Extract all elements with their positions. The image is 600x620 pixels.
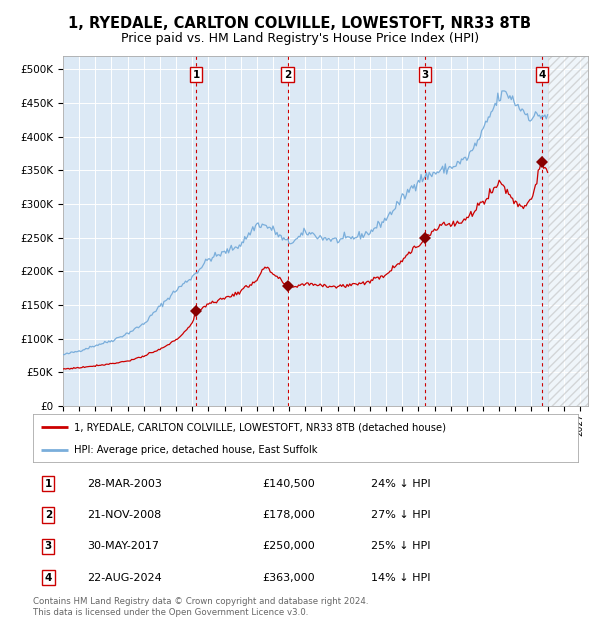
Text: Price paid vs. HM Land Registry's House Price Index (HPI): Price paid vs. HM Land Registry's House …	[121, 32, 479, 45]
Text: Contains HM Land Registry data © Crown copyright and database right 2024.
This d: Contains HM Land Registry data © Crown c…	[33, 598, 368, 617]
Text: 2: 2	[44, 510, 52, 520]
Text: 28-MAR-2003: 28-MAR-2003	[88, 479, 163, 489]
Text: 25% ↓ HPI: 25% ↓ HPI	[371, 541, 430, 551]
Text: 4: 4	[44, 573, 52, 583]
Text: 1, RYEDALE, CARLTON COLVILLE, LOWESTOFT, NR33 8TB: 1, RYEDALE, CARLTON COLVILLE, LOWESTOFT,…	[68, 16, 532, 30]
Text: £178,000: £178,000	[262, 510, 314, 520]
Text: 1: 1	[44, 479, 52, 489]
Text: 3: 3	[44, 541, 52, 551]
Text: HPI: Average price, detached house, East Suffolk: HPI: Average price, detached house, East…	[74, 445, 317, 455]
Text: 14% ↓ HPI: 14% ↓ HPI	[371, 573, 430, 583]
Text: £140,500: £140,500	[262, 479, 314, 489]
Text: 1, RYEDALE, CARLTON COLVILLE, LOWESTOFT, NR33 8TB (detached house): 1, RYEDALE, CARLTON COLVILLE, LOWESTOFT,…	[74, 422, 446, 432]
Text: £363,000: £363,000	[262, 573, 314, 583]
Text: 2: 2	[284, 69, 291, 79]
Text: 22-AUG-2024: 22-AUG-2024	[88, 573, 162, 583]
Text: 4: 4	[538, 69, 545, 79]
Bar	[548, 56, 588, 406]
Text: 24% ↓ HPI: 24% ↓ HPI	[371, 479, 430, 489]
Text: 3: 3	[422, 69, 429, 79]
Text: 21-NOV-2008: 21-NOV-2008	[88, 510, 162, 520]
Text: 27% ↓ HPI: 27% ↓ HPI	[371, 510, 430, 520]
Text: 30-MAY-2017: 30-MAY-2017	[88, 541, 160, 551]
Text: £250,000: £250,000	[262, 541, 314, 551]
Text: 1: 1	[193, 69, 200, 79]
